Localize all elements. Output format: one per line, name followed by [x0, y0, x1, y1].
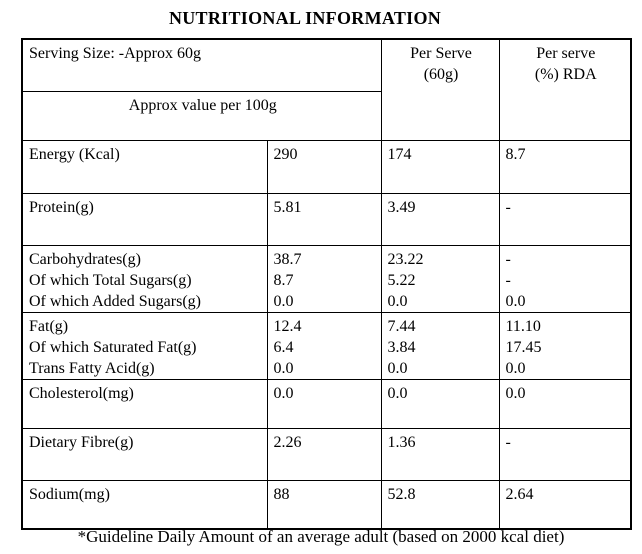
- per-serve-header-cell: Per Serve (60g): [380, 38, 500, 141]
- value-per-serve: 7.44 3.84 0.0: [380, 311, 500, 380]
- header-row-serving-size: Serving Size: -Approx 60g Per Serve (60g…: [21, 38, 632, 141]
- value-per-100g: 88: [266, 479, 382, 530]
- nutrient-label: Dietary Fibre(g): [21, 427, 268, 481]
- nutrient-label: Sodium(mg): [21, 479, 268, 530]
- value-rda-pct: - - 0.0: [498, 244, 632, 313]
- table-row-sodium: Sodium(mg) 88 52.8 2.64: [21, 479, 632, 530]
- footnote: *Guideline Daily Amount of an average ad…: [77, 527, 565, 546]
- nutrient-label: Cholesterol(mg): [21, 378, 268, 429]
- table-row-protein: Protein(g) 5.81 3.49 -: [21, 192, 632, 246]
- value-per-100g: 12.4 6.4 0.0: [266, 311, 382, 380]
- nutrition-table: Serving Size: -Approx 60g Per Serve (60g…: [21, 38, 633, 530]
- value-per-100g: 290: [266, 139, 382, 194]
- nutrient-label: Energy (Kcal): [21, 139, 268, 194]
- value-rda-pct: 0.0: [498, 378, 632, 429]
- value-per-serve: 52.8: [380, 479, 500, 530]
- page-title: NUTRITIONAL INFORMATION: [168, 8, 442, 28]
- serving-size-cell: Serving Size: -Approx 60g: [21, 38, 382, 92]
- value-per-serve: 23.22 5.22 0.0: [380, 244, 500, 313]
- table-row-fat: Fat(g) Of which Saturated Fat(g) Trans F…: [21, 311, 632, 380]
- value-per-serve: 3.49: [380, 192, 500, 246]
- nutrient-label: Carbohydrates(g) Of which Total Sugars(g…: [21, 244, 268, 313]
- table-row-carbohydrates: Carbohydrates(g) Of which Total Sugars(g…: [21, 244, 632, 313]
- approx-value-header-cell: Approx value per 100g: [21, 90, 382, 141]
- per-serve-rda-header-cell: Per serve (%) RDA: [498, 38, 632, 141]
- value-rda-pct: -: [498, 427, 632, 481]
- value-rda-pct: 2.64: [498, 479, 632, 530]
- value-rda-pct: 8.7: [498, 139, 632, 194]
- table-row-dietary-fibre: Dietary Fibre(g) 2.26 1.36 -: [21, 427, 632, 481]
- nutrient-label: Protein(g): [21, 192, 268, 246]
- value-rda-pct: -: [498, 192, 632, 246]
- table-row-cholesterol: Cholesterol(mg) 0.0 0.0 0.0: [21, 378, 632, 429]
- value-per-serve: 1.36: [380, 427, 500, 481]
- value-per-100g: 0.0: [266, 378, 382, 429]
- value-per-serve: 174: [380, 139, 500, 194]
- nutrient-label: Fat(g) Of which Saturated Fat(g) Trans F…: [21, 311, 268, 380]
- value-per-serve: 0.0: [380, 378, 500, 429]
- header-row-approx-value: Approx value per 100g: [21, 90, 631, 141]
- value-per-100g: 38.7 8.7 0.0: [266, 244, 382, 313]
- table-row-energy: Energy (Kcal) 290 174 8.7: [21, 139, 632, 194]
- value-per-100g: 5.81: [266, 192, 382, 246]
- value-per-100g: 2.26: [266, 427, 382, 481]
- value-rda-pct: 11.10 17.45 0.0: [498, 311, 632, 380]
